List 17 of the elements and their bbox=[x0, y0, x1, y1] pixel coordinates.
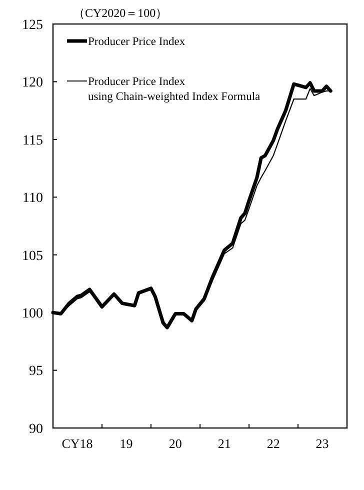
x-tick-label: 20 bbox=[168, 436, 182, 451]
x-tick-label: 23 bbox=[316, 436, 329, 451]
y-axis-title: （CY2020＝100） bbox=[73, 6, 168, 20]
y-tick-label: 95 bbox=[29, 364, 43, 380]
y-tick-label: 120 bbox=[22, 76, 43, 91]
y-tick-label: 90 bbox=[29, 422, 43, 437]
y-tick-label: 110 bbox=[22, 191, 43, 206]
y-tick-label: 125 bbox=[22, 18, 43, 33]
y-tick-label: 105 bbox=[22, 248, 43, 264]
y-tick-label: 100 bbox=[22, 306, 43, 322]
legend-label: Producer Price Index bbox=[88, 36, 186, 48]
y-tick-label: 115 bbox=[22, 133, 43, 148]
x-tick-label: 21 bbox=[218, 436, 231, 451]
x-tick-label: 22 bbox=[266, 436, 280, 451]
x-tick-label: CY18 bbox=[62, 436, 93, 451]
legend-label: Producer Price Index using Chain-weighted Index Formula bbox=[88, 76, 260, 103]
x-tick-label: 19 bbox=[120, 436, 133, 451]
